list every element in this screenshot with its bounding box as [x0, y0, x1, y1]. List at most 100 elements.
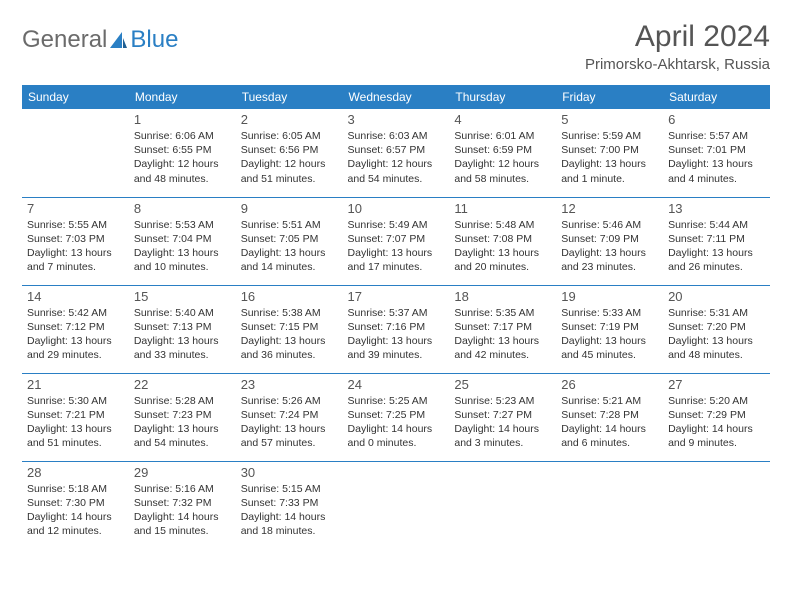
sunrise-text: Sunrise: 5:38 AM: [241, 306, 338, 320]
daylight-text-2: and 15 minutes.: [134, 524, 231, 538]
day-number: 11: [454, 201, 551, 216]
day-info: Sunrise: 5:46 AMSunset: 7:09 PMDaylight:…: [561, 218, 658, 275]
sunset-text: Sunset: 7:15 PM: [241, 320, 338, 334]
daylight-text-2: and 12 minutes.: [27, 524, 124, 538]
day-header-sunday: Sunday: [22, 85, 129, 109]
day-number: 9: [241, 201, 338, 216]
calendar-day-cell: 9Sunrise: 5:51 AMSunset: 7:05 PMDaylight…: [236, 197, 343, 285]
day-number: 10: [348, 201, 445, 216]
calendar-day-cell: 17Sunrise: 5:37 AMSunset: 7:16 PMDayligh…: [343, 285, 450, 373]
day-number: 16: [241, 289, 338, 304]
calendar-week-row: 28 Sunrise: 5:18 AMSunset: 7:30 PM Dayligh…: [22, 461, 770, 549]
sunset-text: Sunset: 7:23 PM: [134, 408, 231, 422]
sunrise-text: Sunrise: 5:55 AM: [27, 218, 124, 232]
day-number: 7: [27, 201, 124, 216]
daylight-text-2: and 3 minutes.: [454, 436, 551, 450]
sunset-text: Sunset: 7:19 PM: [561, 320, 658, 334]
calendar-week-row: 21Sunrise: 5:30 AMSunset: 7:21 PMDayligh…: [22, 373, 770, 461]
sunrise-text: Sunrise: 5:16 AM: [134, 482, 231, 496]
sunrise-text: Sunrise: 5:18 AM: [27, 482, 124, 496]
day-info: Sunrise: 5:15 AMSunset: 7:33 PMDaylight:…: [241, 482, 338, 539]
sunset-text: Sunset: 7:30 PM: [27, 496, 124, 510]
daylight-text-1: Daylight: 12 hours: [348, 157, 445, 171]
day-number: 14: [27, 289, 124, 304]
daylight-text-2: and 58 minutes.: [454, 172, 551, 186]
daylight-text-2: and 39 minutes.: [348, 348, 445, 362]
day-info: Sunrise: 6:05 AMSunset: 6:56 PMDaylight:…: [241, 129, 338, 186]
sunrise-text: Sunrise: 5:33 AM: [561, 306, 658, 320]
sunset-text: Sunset: 7:11 PM: [668, 232, 765, 246]
logo-text-blue: Blue: [130, 26, 178, 54]
sunset-text: Sunset: 7:17 PM: [454, 320, 551, 334]
daylight-text-1: Daylight: 13 hours: [241, 422, 338, 436]
sunrise-text: Sunrise: 5:23 AM: [454, 394, 551, 408]
day-number: 29: [134, 465, 231, 480]
sunrise-text: Sunrise: 5:42 AM: [27, 306, 124, 320]
calendar-day-cell: 25Sunrise: 5:23 AMSunset: 7:27 PMDayligh…: [449, 373, 556, 461]
day-number: 28: [27, 465, 124, 480]
daylight-text-1: Daylight: 13 hours: [348, 334, 445, 348]
calendar-day-cell: 24Sunrise: 5:25 AMSunset: 7:25 PMDayligh…: [343, 373, 450, 461]
day-info: Sunrise: 5:30 AMSunset: 7:21 PMDaylight:…: [27, 394, 124, 451]
daylight-text-2: and 45 minutes.: [561, 348, 658, 362]
calendar-day-cell: 1Sunrise: 6:06 AMSunset: 6:55 PMDaylight…: [129, 109, 236, 197]
sunrise-text: Sunrise: 5:46 AM: [561, 218, 658, 232]
month-title: April 2024: [585, 20, 770, 54]
calendar-day-cell: [449, 461, 556, 549]
sunset-text: Sunset: 7:24 PM: [241, 408, 338, 422]
day-info: Sunrise: 5:53 AMSunset: 7:04 PMDaylight:…: [134, 218, 231, 275]
day-info: Sunrise: 5:26 AMSunset: 7:24 PMDaylight:…: [241, 394, 338, 451]
sunset-text: Sunset: 7:29 PM: [668, 408, 765, 422]
daylight-text-1: Daylight: 12 hours: [241, 157, 338, 171]
day-number: 27: [668, 377, 765, 392]
calendar-day-cell: [663, 461, 770, 549]
daylight-text-2: and 48 minutes.: [668, 348, 765, 362]
day-header-thursday: Thursday: [449, 85, 556, 109]
sunrise-text: Sunrise: 6:03 AM: [348, 129, 445, 143]
day-info: Sunrise: 5:31 AMSunset: 7:20 PMDaylight:…: [668, 306, 765, 363]
sunset-text: Sunset: 7:27 PM: [454, 408, 551, 422]
daylight-text-1: Daylight: 14 hours: [454, 422, 551, 436]
sunrise-text: Sunrise: 6:06 AM: [134, 129, 231, 143]
sunrise-text: Sunrise: 5:44 AM: [668, 218, 765, 232]
daylight-text-1: Daylight: 13 hours: [27, 334, 124, 348]
day-number: 18: [454, 289, 551, 304]
logo-text-general: General: [22, 26, 107, 54]
title-block: April 2024 Primorsko-Akhtarsk, Russia: [585, 20, 770, 73]
day-number: 6: [668, 112, 765, 127]
daylight-text-1: Daylight: 13 hours: [561, 246, 658, 260]
calendar-day-cell: 4Sunrise: 6:01 AMSunset: 6:59 PMDaylight…: [449, 109, 556, 197]
sunset-text: Sunset: 7:33 PM: [241, 496, 338, 510]
daylight-text-1: Daylight: 14 hours: [134, 510, 231, 524]
sunset-text: Sunset: 6:56 PM: [241, 143, 338, 157]
daylight-text-2: and 42 minutes.: [454, 348, 551, 362]
day-info: Sunrise: 5:42 AMSunset: 7:12 PMDaylight:…: [27, 306, 124, 363]
daylight-text-2: and 7 minutes.: [27, 260, 124, 274]
calendar-week-row: 14 Sunrise: 5:42 AMSunset: 7:12 PMDayligh…: [22, 285, 770, 373]
calendar-day-cell: 3Sunrise: 6:03 AMSunset: 6:57 PMDaylight…: [343, 109, 450, 197]
day-number: 5: [561, 112, 658, 127]
sunrise-text: Sunrise: 5:31 AM: [668, 306, 765, 320]
daylight-text-1: Daylight: 13 hours: [27, 246, 124, 260]
sunrise-text: Sunrise: 5:30 AM: [27, 394, 124, 408]
daylight-text-2: and 20 minutes.: [454, 260, 551, 274]
calendar-day-cell: 11 Sunrise: 5:48 AMSunset: 7:08 PMDayligh…: [449, 197, 556, 285]
daylight-text-1: Daylight: 13 hours: [27, 422, 124, 436]
daylight-text-1: Daylight: 13 hours: [668, 334, 765, 348]
daylight-text-1: Daylight: 14 hours: [348, 422, 445, 436]
day-info: Sunrise: 5:48 AMSunset: 7:08 PMDaylight:…: [454, 218, 551, 275]
sunset-text: Sunset: 7:03 PM: [27, 232, 124, 246]
calendar-day-cell: 14 Sunrise: 5:42 AMSunset: 7:12 PMDayligh…: [22, 285, 129, 373]
daylight-text-1: Daylight: 12 hours: [134, 157, 231, 171]
calendar-day-cell: 19Sunrise: 5:33 AMSunset: 7:19 PMDayligh…: [556, 285, 663, 373]
calendar-day-cell: [22, 109, 129, 197]
calendar-day-cell: 5Sunrise: 5:59 AMSunset: 7:00 PMDaylight…: [556, 109, 663, 197]
sunset-text: Sunset: 7:20 PM: [668, 320, 765, 334]
daylight-text-1: Daylight: 13 hours: [134, 334, 231, 348]
calendar-day-cell: 8Sunrise: 5:53 AMSunset: 7:04 PMDaylight…: [129, 197, 236, 285]
daylight-text-1: Daylight: 13 hours: [668, 157, 765, 171]
calendar-day-cell: 15Sunrise: 5:40 AMSunset: 7:13 PMDayligh…: [129, 285, 236, 373]
day-number: 2: [241, 112, 338, 127]
daylight-text-2: and 29 minutes.: [27, 348, 124, 362]
daylight-text-2: and 36 minutes.: [241, 348, 338, 362]
